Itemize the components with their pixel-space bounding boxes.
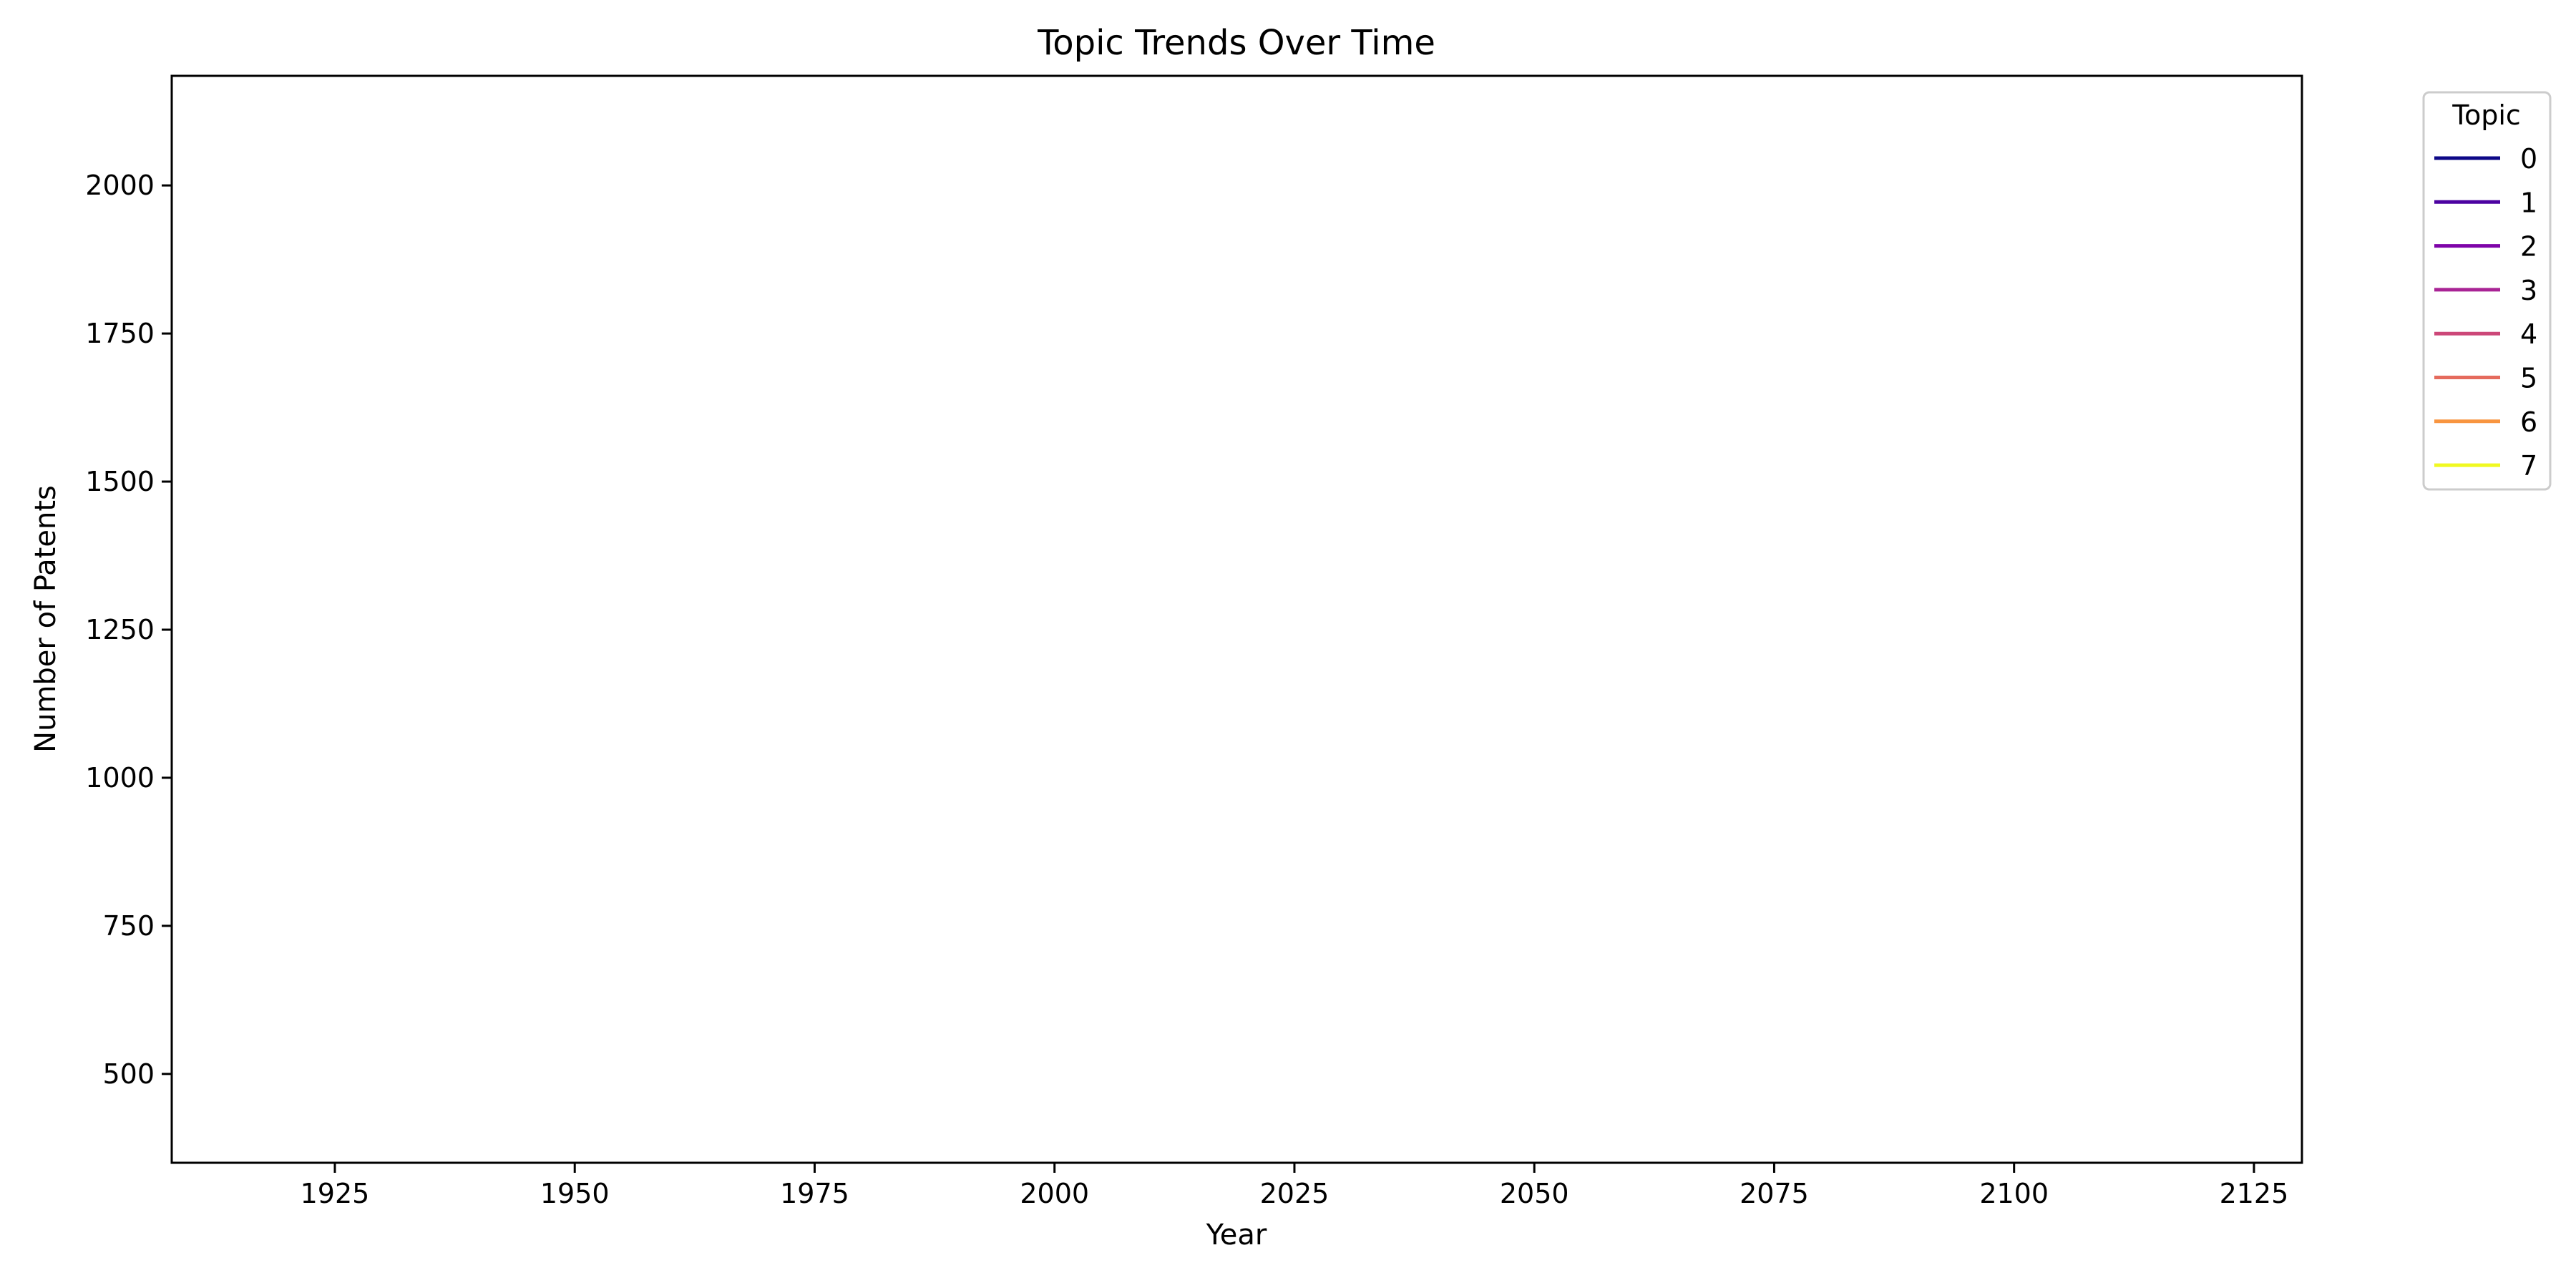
- y-axis: 500 750 1000 1250 1500 1750 2000: [85, 170, 172, 1090]
- y-tick-label: 2000: [85, 170, 155, 201]
- y-tick-label: 1500: [85, 466, 155, 497]
- y-tick-label: 1750: [85, 318, 155, 349]
- legend-label: 5: [2520, 363, 2537, 394]
- legend: Topic 0 1 2 3 4 5 6 7: [2424, 92, 2550, 489]
- y-tick-label: 1000: [85, 762, 155, 794]
- x-tick-label: 2025: [1260, 1178, 1330, 1209]
- y-tick-label: 750: [102, 910, 155, 942]
- legend-label: 4: [2520, 318, 2537, 350]
- x-tick-label: 2125: [2220, 1178, 2289, 1209]
- x-tick-label: 1950: [540, 1178, 610, 1209]
- legend-label: 7: [2520, 450, 2537, 482]
- x-tick-label: 2075: [1740, 1178, 1809, 1209]
- legend-label: 0: [2520, 143, 2537, 175]
- legend-label: 3: [2520, 275, 2537, 306]
- legend-label: 6: [2520, 406, 2537, 438]
- y-axis-label: Number of Patents: [29, 485, 62, 753]
- y-tick-label: 500: [102, 1058, 155, 1090]
- x-axis-label: Year: [1206, 1219, 1267, 1252]
- legend-label: 1: [2520, 187, 2537, 218]
- x-tick-label: 1925: [301, 1178, 370, 1209]
- chart-title: Topic Trends Over Time: [1037, 23, 1435, 63]
- plot-area: [172, 76, 2302, 1163]
- x-tick-label: 1975: [780, 1178, 849, 1209]
- x-axis: 1925 1950 1975 2000 2025 2050 2075 2100 2125: [301, 1163, 2289, 1209]
- x-tick-label: 2100: [1979, 1178, 2049, 1209]
- x-tick-label: 2050: [1500, 1178, 1569, 1209]
- legend-label: 2: [2520, 231, 2537, 263]
- x-tick-label: 2000: [1020, 1178, 1089, 1209]
- legend-title: Topic: [2451, 99, 2521, 131]
- y-tick-label: 1250: [85, 614, 155, 645]
